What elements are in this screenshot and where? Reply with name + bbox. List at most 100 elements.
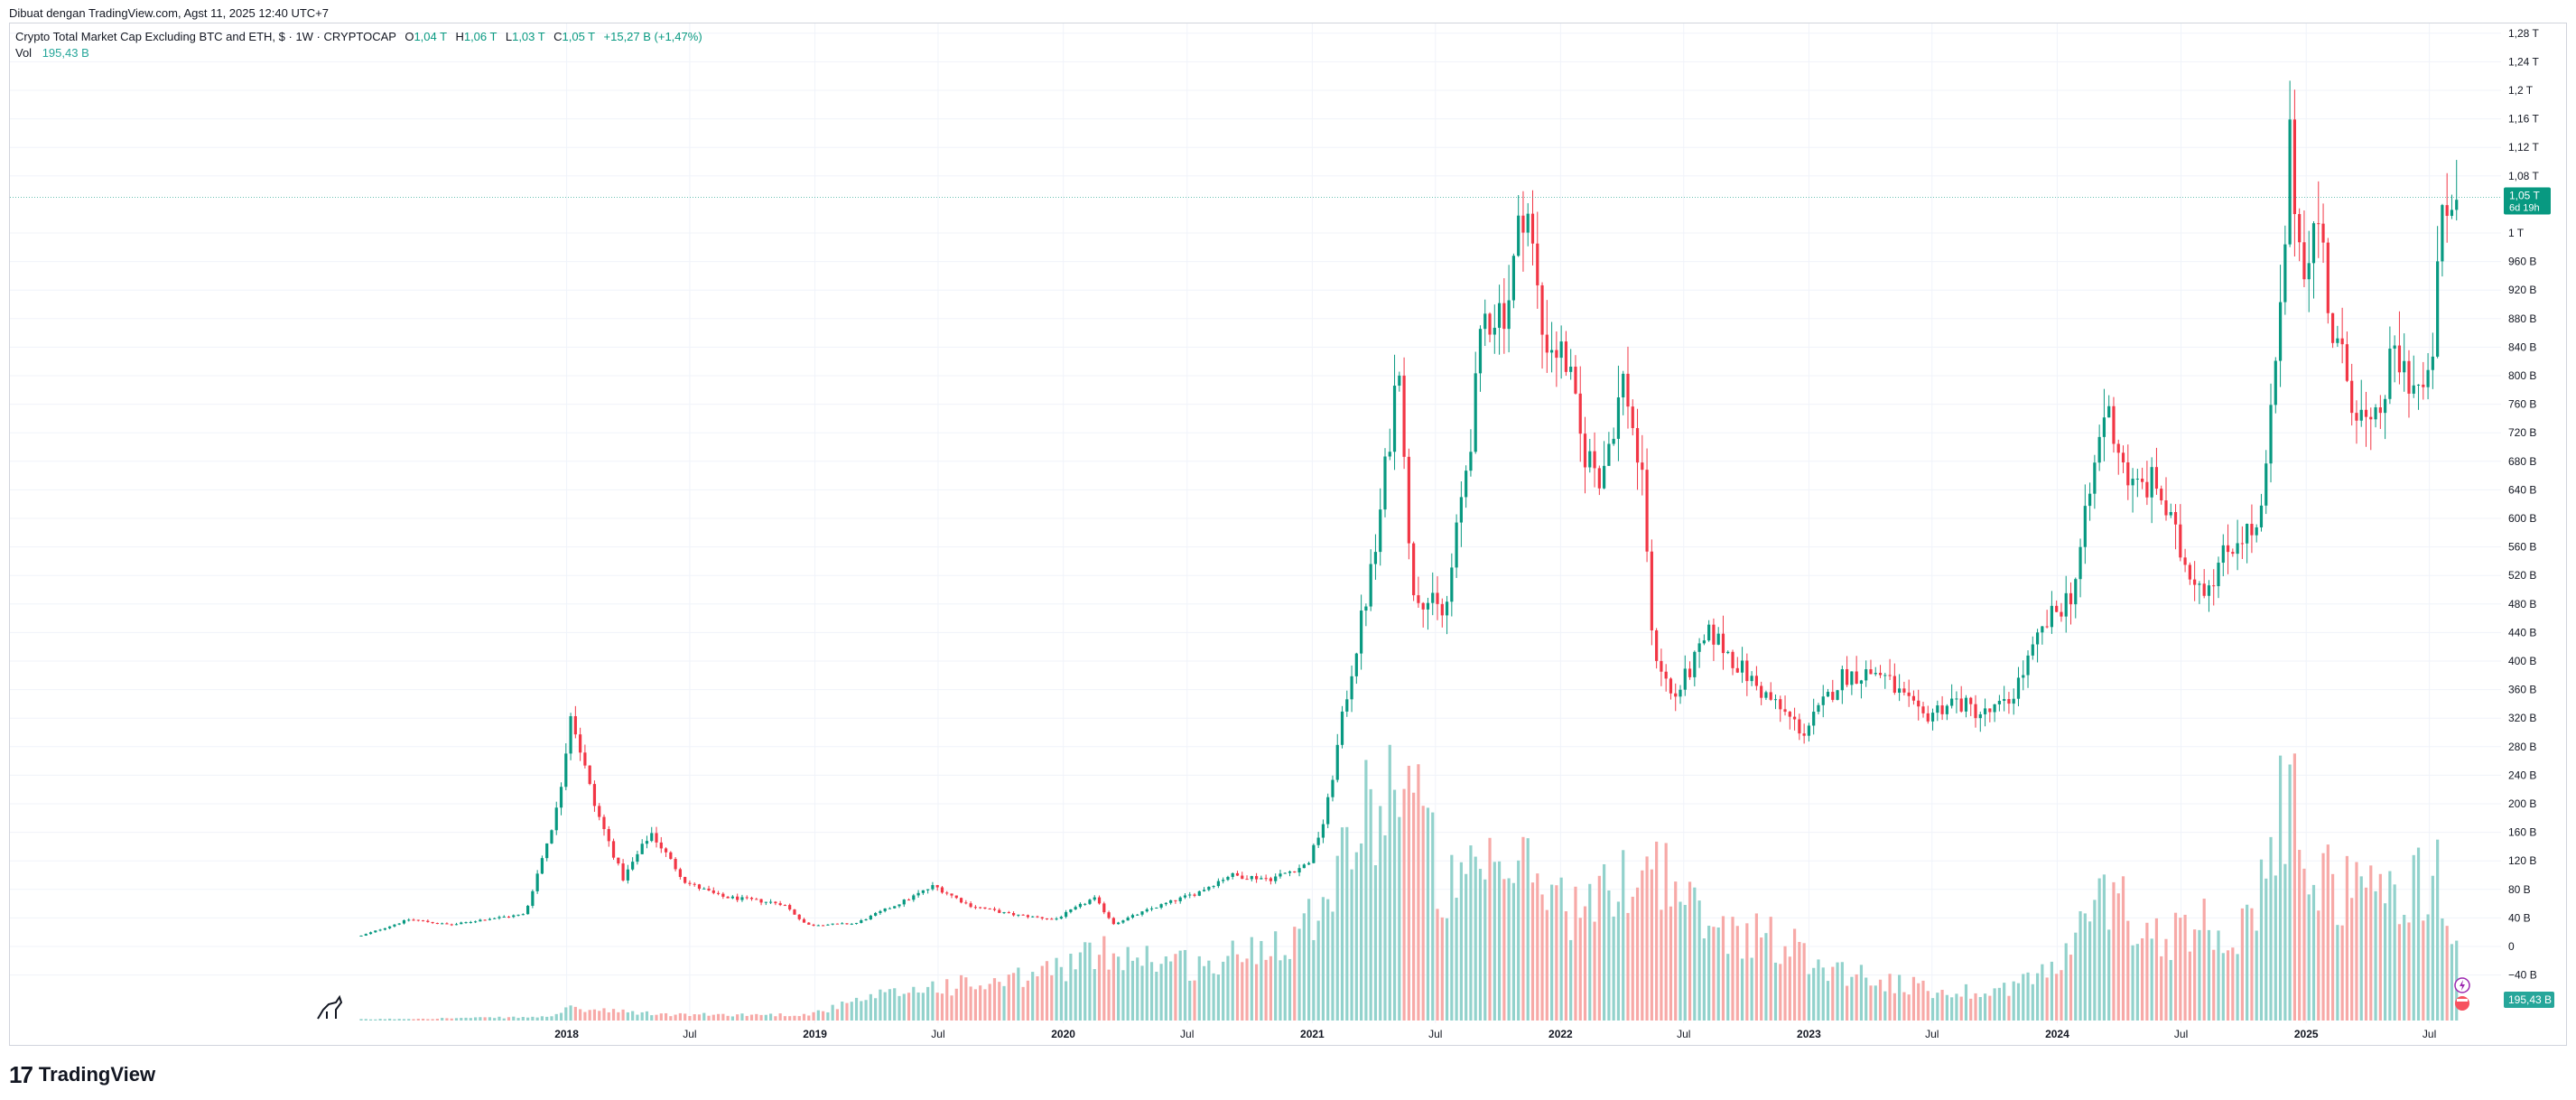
- volume-bar: [1155, 971, 1158, 1021]
- candle: [1674, 683, 1678, 712]
- volume-bar: [531, 1016, 535, 1021]
- candle-body: [378, 929, 382, 931]
- volume-bar: [902, 993, 906, 1021]
- candle-body: [579, 734, 582, 753]
- candle: [1726, 650, 1730, 655]
- candle-body: [2050, 605, 2054, 628]
- candle: [617, 857, 620, 866]
- volume-bar: [1335, 855, 1339, 1021]
- candle: [931, 881, 935, 891]
- candle-body: [1197, 890, 1201, 896]
- candle: [707, 885, 711, 891]
- candle-body: [1597, 468, 1601, 489]
- candle-body: [2202, 583, 2206, 596]
- candle: [1445, 595, 1449, 635]
- volume-bar: [1950, 997, 1954, 1021]
- candle-body: [969, 903, 972, 908]
- volume-bar: [2311, 884, 2316, 1021]
- candle: [778, 900, 782, 907]
- candle-body: [2283, 244, 2287, 303]
- candle: [1664, 664, 1668, 692]
- candle: [797, 914, 801, 921]
- candle-body: [598, 806, 601, 817]
- candle: [535, 870, 539, 894]
- candle-body: [1564, 341, 1568, 372]
- volume-bar: [1445, 918, 1449, 1021]
- candle-body: [973, 907, 977, 909]
- high-value: 1,06 T: [463, 30, 498, 43]
- volume-bar: [711, 1014, 715, 1021]
- candle: [954, 895, 958, 900]
- candle-body: [2416, 384, 2421, 386]
- candle: [1111, 917, 1115, 926]
- volume-bar: [483, 1017, 487, 1021]
- candle: [1093, 895, 1096, 901]
- volume-bar: [860, 1001, 863, 1021]
- volume-bar: [493, 1018, 497, 1021]
- candle-body: [1898, 688, 1902, 693]
- candle-body: [831, 923, 834, 925]
- volume-bar: [650, 1015, 654, 1021]
- candle-body: [521, 914, 525, 916]
- volume-bar: [2288, 764, 2292, 1021]
- volume-bar: [755, 1013, 758, 1021]
- candle-body: [1978, 713, 1982, 719]
- candle: [1354, 652, 1358, 685]
- candle: [2007, 692, 2011, 714]
- candle-body: [845, 923, 849, 925]
- volume-bar: [1507, 878, 1511, 1021]
- candle: [1807, 722, 1811, 742]
- candle: [831, 923, 834, 926]
- tradingview-logo-icon: 17: [9, 1060, 33, 1088]
- candle-body: [816, 925, 820, 927]
- candle-body: [2345, 344, 2349, 381]
- volume-bar: [1760, 937, 1763, 1021]
- volume-bar: [2246, 904, 2249, 1021]
- candle: [1945, 704, 1948, 721]
- volume-bar: [764, 1014, 767, 1021]
- candle-body: [2292, 119, 2296, 215]
- volume-bar: [1121, 970, 1125, 1021]
- volume-bar: [1817, 959, 1820, 1021]
- symbol-title[interactable]: Crypto Total Market Cap Excluding BTC an…: [15, 30, 396, 43]
- volume-bar: [2135, 944, 2139, 1021]
- candle: [1360, 594, 1363, 670]
- candle-body: [650, 833, 654, 842]
- candle: [979, 907, 982, 909]
- candle: [1017, 914, 1020, 918]
- candle: [640, 839, 644, 855]
- candle-body: [1107, 912, 1111, 918]
- candle-body: [2441, 205, 2444, 262]
- candle: [1074, 905, 1077, 910]
- volume-bar: [473, 1017, 478, 1021]
- candle: [1859, 679, 1864, 699]
- price-tick-label: 1,24 T: [2508, 55, 2539, 68]
- candle-body: [1950, 698, 1954, 706]
- candle-body: [1779, 699, 1782, 710]
- volume-bar: [1107, 969, 1111, 1021]
- candle: [2330, 312, 2335, 349]
- candle-body: [1502, 303, 1506, 330]
- candle: [1769, 682, 1772, 702]
- candle-body: [745, 897, 749, 899]
- candle-body: [874, 912, 878, 916]
- candle: [1364, 603, 1368, 627]
- volume-label[interactable]: Vol: [15, 46, 33, 60]
- footer-brand[interactable]: 17 TradingView: [9, 1058, 155, 1091]
- volume-bar: [1078, 952, 1083, 1021]
- volume-bar: [702, 1012, 706, 1021]
- volume-bar: [554, 1013, 558, 1021]
- volume-bar: [1488, 837, 1492, 1021]
- candle: [1269, 876, 1273, 885]
- volume-bar: [1616, 901, 1621, 1021]
- volume-bar: [2240, 908, 2244, 1021]
- candle-body: [1716, 633, 1720, 645]
- price-tick-label: 560 B: [2508, 541, 2536, 554]
- candle: [1450, 553, 1454, 617]
- volume-bar: [940, 993, 944, 1021]
- candle: [588, 765, 591, 786]
- volume-bar: [2369, 865, 2373, 1021]
- candle-body: [1574, 366, 1577, 394]
- candle: [1188, 891, 1192, 899]
